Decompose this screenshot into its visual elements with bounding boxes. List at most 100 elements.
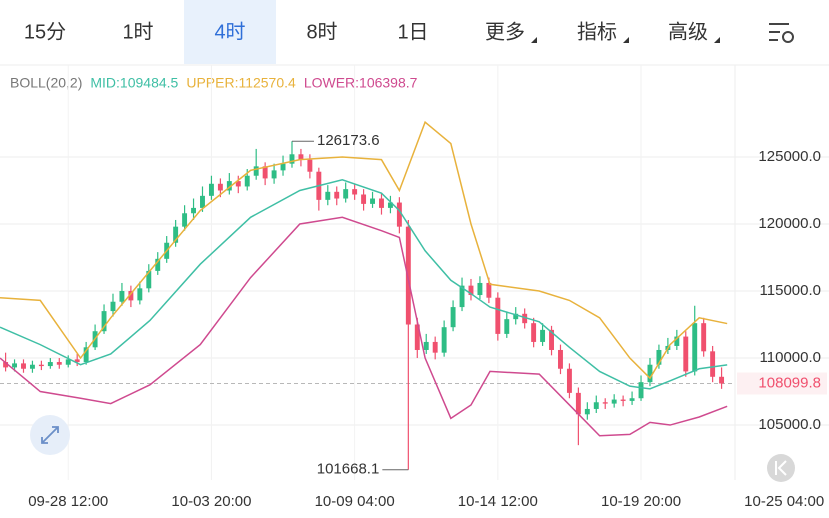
candle-body xyxy=(361,194,367,204)
candle-body xyxy=(307,159,313,172)
candle-body xyxy=(611,399,617,404)
candle-body xyxy=(387,202,393,208)
candle-body xyxy=(602,402,608,404)
band-line xyxy=(0,178,728,390)
expand-button[interactable] xyxy=(30,415,70,455)
overlay: 105000.0 110000.0 115000.0 120000.0 125000.0… xyxy=(28,132,827,510)
candle-body xyxy=(396,202,402,227)
candle-body xyxy=(423,341,429,350)
x-tick-label: 10-03 20:00 xyxy=(171,493,251,510)
candle-body xyxy=(441,327,447,353)
indicator-name: BOLL(20,2) xyxy=(10,75,82,91)
candle-body xyxy=(235,181,241,187)
max-label: 126173.6 xyxy=(317,132,380,149)
tab[interactable]: 1时 xyxy=(122,20,153,43)
candle-body xyxy=(549,329,554,350)
candle-body xyxy=(647,364,653,383)
x-tick-label: 10-25 04:00 xyxy=(744,493,824,510)
min-label: 101668.1 xyxy=(317,461,380,478)
candle-body xyxy=(566,368,572,393)
candle-body xyxy=(262,166,268,179)
legend: BOLL(20,2) MID:109484.5 UPPER:112570.4 LOWE… xyxy=(10,75,418,91)
candle-body xyxy=(432,341,438,353)
candle-body xyxy=(334,191,340,199)
y-tick-label: 125000.0 xyxy=(758,148,821,165)
candle-body xyxy=(575,392,581,415)
candle-body xyxy=(56,362,62,365)
candle-body xyxy=(558,349,563,369)
candle-body xyxy=(522,313,528,324)
candle-body xyxy=(414,324,420,350)
candle-body xyxy=(379,198,384,208)
dropdown-arrow xyxy=(623,37,629,43)
x-tick-label: 10-09 04:00 xyxy=(315,493,395,510)
tab[interactable]: 4时 xyxy=(214,20,245,43)
candle-body xyxy=(137,288,143,301)
candle-body xyxy=(38,364,44,367)
candle-body xyxy=(352,189,358,195)
candle-body xyxy=(674,336,680,346)
plot xyxy=(0,120,728,470)
candle-body xyxy=(3,362,9,368)
active-tab-bg xyxy=(184,0,276,64)
candle-body xyxy=(638,382,644,399)
x-tick-label: 10-14 12:00 xyxy=(458,493,538,510)
tab[interactable]: 8时 xyxy=(306,20,337,43)
x-tick-label: 09-28 12:00 xyxy=(28,493,108,510)
candle-body xyxy=(173,226,179,243)
candle-body xyxy=(119,291,125,302)
candle-body xyxy=(459,285,465,308)
candle-body xyxy=(226,181,232,191)
candle-body xyxy=(584,408,590,415)
candle-body xyxy=(620,399,626,401)
candle-body xyxy=(217,183,223,191)
reset-button[interactable] xyxy=(767,454,795,482)
candle-body xyxy=(253,166,259,176)
candle-body xyxy=(629,398,635,401)
last-price-box xyxy=(737,372,827,395)
candle-body xyxy=(531,323,537,342)
candle-body xyxy=(504,319,510,334)
candle-body xyxy=(450,307,456,328)
candle-body xyxy=(74,359,80,363)
dropdown-arrow xyxy=(531,37,537,43)
legend-entry: MID:109484.5 xyxy=(90,75,178,91)
tab[interactable]: 高级 xyxy=(668,20,708,43)
y-tick-label: 115000.0 xyxy=(760,282,821,299)
candle-body xyxy=(244,175,250,187)
candle-body xyxy=(191,207,196,214)
y-tick-label: 120000.0 xyxy=(758,215,821,232)
candle-body xyxy=(83,347,89,363)
legend-entry: LOWER:106398.7 xyxy=(304,75,418,91)
candle-body xyxy=(155,258,161,271)
candle-body xyxy=(128,291,134,301)
candle-body xyxy=(29,364,35,369)
candle-body xyxy=(593,402,599,409)
candle-body xyxy=(656,349,662,365)
candle-body xyxy=(540,329,546,342)
y-tick-label: 110000.0 xyxy=(760,349,821,366)
candle-body xyxy=(47,362,53,367)
last-price-label: 108099.8 xyxy=(758,374,821,391)
tab[interactable]: 15分 xyxy=(24,20,66,43)
x-tick-label: 10-19 20:00 xyxy=(601,493,681,510)
tab[interactable]: 1日 xyxy=(397,21,428,43)
band-line xyxy=(0,216,728,437)
tab[interactable]: 更多 xyxy=(485,20,525,43)
candle-body xyxy=(477,282,483,296)
y-tick-label: 105000.0 xyxy=(758,416,821,433)
tab[interactable]: 指标 xyxy=(577,20,617,43)
candle-body xyxy=(405,226,411,325)
candle-body xyxy=(280,163,286,171)
candle-body xyxy=(271,170,277,179)
candle-body xyxy=(182,213,188,227)
candle-body xyxy=(21,363,26,369)
settings-icon[interactable] xyxy=(769,23,794,43)
band-line xyxy=(0,120,728,380)
dropdown-arrow xyxy=(714,37,720,43)
tab-bar xyxy=(0,0,829,65)
legend-entry: UPPER:112570.4 xyxy=(186,75,296,91)
candle-body xyxy=(370,198,375,204)
